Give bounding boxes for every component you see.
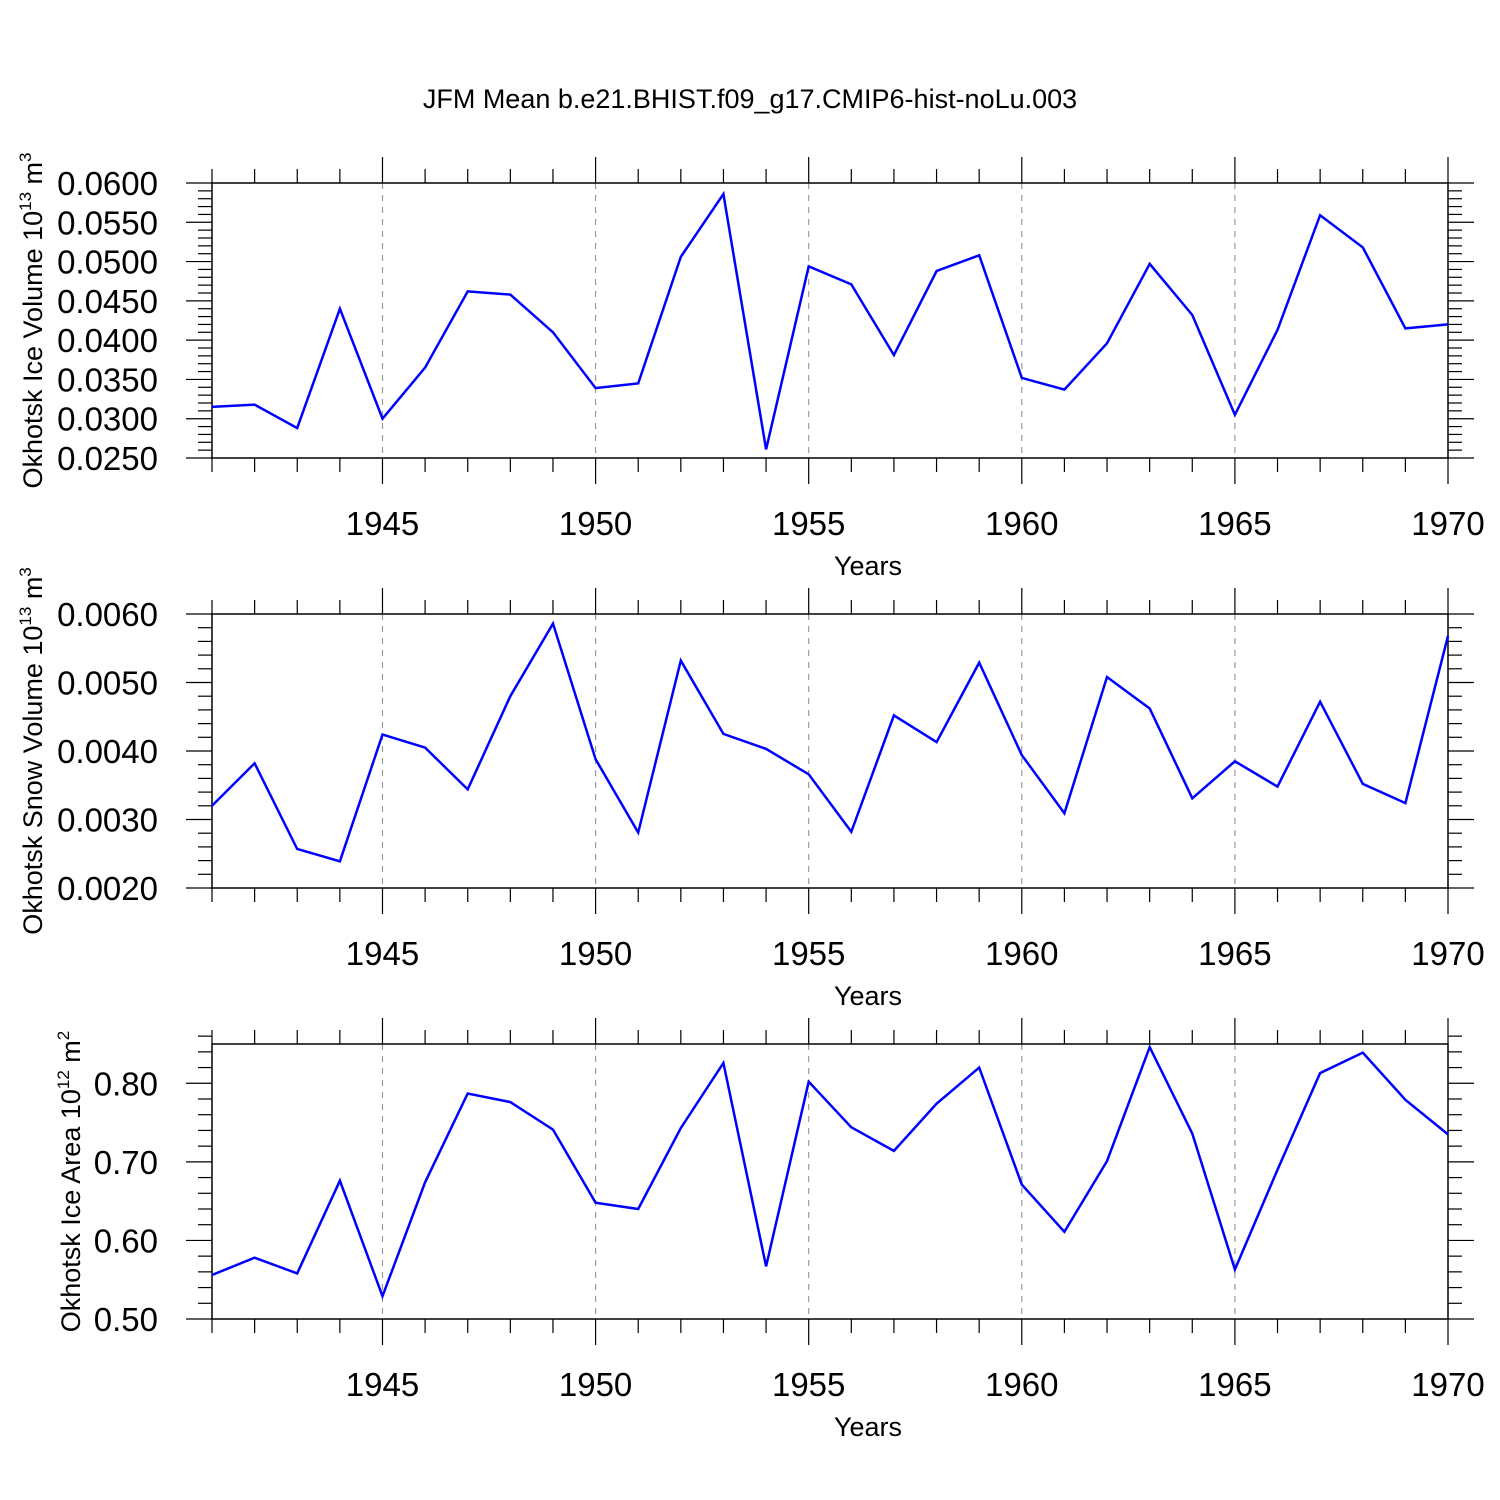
- panel-3-x-tick-label-1970: 1970: [1411, 1366, 1484, 1403]
- panel-2-y-tick-label-0.0050: 0.0050: [57, 665, 158, 702]
- panel-1-y-tick-label-0.0350: 0.0350: [57, 361, 158, 398]
- panel-3-x-tick-label-1960: 1960: [985, 1366, 1058, 1403]
- panel-3-y-tick-label-0.50: 0.50: [94, 1301, 158, 1338]
- panel-2-series-line-1: [211, 620, 1450, 863]
- panel-1-x-tick-label-1970: 1970: [1411, 505, 1484, 542]
- panel-2-y-tick-label-0.0030: 0.0030: [57, 802, 158, 839]
- figure-title: JFM Mean b.e21.BHIST.f09_g17.CMIP6-hist-…: [423, 84, 1077, 114]
- panel-3-x-tick-label-1955: 1955: [772, 1366, 845, 1403]
- panel-3-series-line-1: [211, 1043, 1449, 1300]
- panel-1-y-tick-label-0.0500: 0.0500: [57, 244, 158, 281]
- panel-1-y-tick-label-0.0550: 0.0550: [57, 204, 158, 241]
- panel-1-x-tick-label-1960: 1960: [985, 505, 1058, 542]
- panel-2-plot-frame: [211, 613, 1449, 889]
- chart-panel-3: 1945 1950 1955 1960 1965 1970 0.50 0.60 0.70 0.80…: [54, 1018, 1485, 1442]
- panel-1-x-tick-label-1950: 1950: [559, 505, 632, 542]
- panel-2-x-tick-label-1960: 1960: [985, 935, 1058, 972]
- panel-1-plot-frame: [211, 182, 1449, 459]
- panel-2-x-axis-title: Years: [834, 981, 902, 1011]
- panel-2-y-axis-title: Okhotsk Snow Volume 1013 m3: [16, 567, 48, 935]
- panel-1-x-tick-label-1965: 1965: [1198, 505, 1271, 542]
- panel-2-x-tick-label-1965: 1965: [1198, 935, 1271, 972]
- panel-2-y-tick-label-0.0040: 0.0040: [57, 733, 158, 770]
- panel-3-y-tick-label-0.60: 0.60: [94, 1222, 158, 1259]
- chart-panel-2: 1945 1950 1955 1960 1965 1970 0.0020 0.0030 0.00…: [16, 567, 1485, 1011]
- panel-1-x-tick-label-1945: 1945: [346, 505, 419, 542]
- panel-2-x-tick-label-1950: 1950: [559, 935, 632, 972]
- panel-2-x-tick-label-1945: 1945: [346, 935, 419, 972]
- panel-1-y-axis-title: Okhotsk Ice Volume 1013 m3: [16, 152, 48, 488]
- panel-2-y-tick-label-0.0020: 0.0020: [57, 870, 158, 907]
- panel-2-x-tick-label-1955: 1955: [772, 935, 845, 972]
- panel-3-x-tick-label-1965: 1965: [1198, 1366, 1271, 1403]
- panel-1-y-tick-label-0.0250: 0.0250: [57, 440, 158, 477]
- panel-1-y-tick-label-0.0450: 0.0450: [57, 283, 158, 320]
- panel-1-y-tick-label-0.0600: 0.0600: [57, 165, 158, 202]
- panel-3-y-tick-label-0.70: 0.70: [94, 1144, 158, 1181]
- panel-1-y-tick-label-0.0400: 0.0400: [57, 322, 158, 359]
- panel-2-x-tick-label-1970: 1970: [1411, 935, 1484, 972]
- panel-1-x-tick-label-1955: 1955: [772, 505, 845, 542]
- panel-3-y-axis-title: Okhotsk Ice Area 1012 m2: [54, 1031, 86, 1333]
- panel-1-y-tick-label-0.0300: 0.0300: [57, 401, 158, 438]
- panel-3-plot-frame: [211, 1043, 1449, 1320]
- chart-panel-1: 1945 1950 1955 1960 1965 1970 0.02500.03000.03…: [16, 152, 1485, 581]
- panel-2-y-tick-label-0.0060: 0.0060: [57, 596, 158, 633]
- panel-3-x-tick-label-1950: 1950: [559, 1366, 632, 1403]
- panel-1-series-line-1: [211, 190, 1449, 450]
- panel-3-x-axis-title: Years: [834, 1412, 902, 1442]
- panel-1-x-axis-title: Years: [834, 551, 902, 581]
- panel-3-x-tick-label-1945: 1945: [346, 1366, 419, 1403]
- panels: 1945 1950 1955 1960 1965 1970 0.02500.03000.03…: [16, 152, 1485, 1442]
- panel-3-y-tick-label-0.80: 0.80: [94, 1065, 158, 1102]
